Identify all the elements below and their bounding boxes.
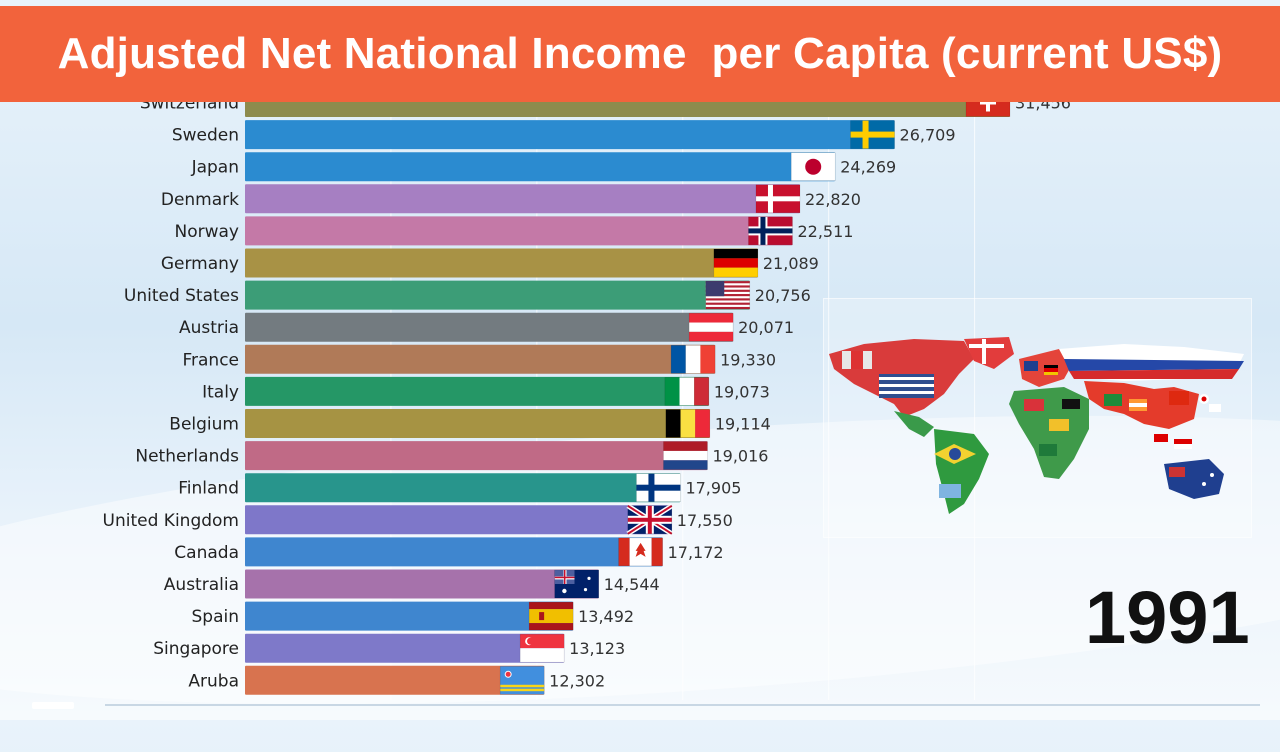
de-flag-icon	[713, 248, 759, 278]
value-label: 14,544	[604, 575, 660, 594]
bar	[245, 248, 758, 278]
no-flag-icon	[748, 216, 793, 246]
bar-row: Belgium 19,114	[169, 409, 771, 438]
value-label: 19,073	[714, 382, 770, 401]
category-label: Singapore	[153, 639, 239, 659]
value-label: 20,071	[738, 318, 794, 337]
value-label: 12,302	[549, 671, 605, 690]
bar-row: Aruba 12,302	[188, 665, 605, 695]
value-label: 20,756	[755, 286, 811, 305]
category-label: Austria	[179, 318, 239, 338]
bar	[245, 473, 681, 503]
value-label: 24,269	[840, 158, 896, 177]
chart-title: Adjusted Net National Income per Capita …	[57, 29, 1223, 78]
bar-row: Japan 24,269	[191, 152, 896, 182]
bar-row: Norway 22,511	[175, 216, 853, 246]
value-label: 13,492	[578, 607, 634, 626]
category-label: Canada	[174, 543, 239, 563]
value-label: 17,905	[685, 479, 741, 498]
bar	[245, 152, 836, 182]
value-label: 19,330	[720, 350, 776, 369]
category-label: Belgium	[169, 415, 239, 435]
sg-flag-icon	[519, 633, 565, 663]
category-label: Finland	[178, 479, 239, 499]
value-label: 22,511	[797, 222, 853, 241]
es-flag-icon	[528, 601, 574, 631]
timeline-axis	[0, 702, 1280, 720]
au-flag-icon	[554, 569, 600, 599]
it-flag-icon	[664, 377, 710, 406]
value-label: 19,114	[715, 415, 771, 434]
be-flag-icon	[665, 409, 711, 438]
bar-row: Germany 21,089	[161, 248, 819, 278]
world-flag-map-icon	[829, 337, 1244, 514]
category-label: Norway	[175, 222, 240, 242]
bar-row: Austria 20,071	[179, 312, 794, 342]
bar	[245, 633, 565, 663]
value-label: 13,123	[569, 639, 625, 658]
se-flag-icon	[850, 120, 895, 149]
at-flag-icon	[688, 312, 734, 342]
bar	[245, 120, 895, 150]
bar-row: Netherlands 19,016	[135, 441, 768, 471]
timeline-track[interactable]	[105, 704, 1260, 706]
category-label: United Kingdom	[103, 511, 239, 531]
category-label: Denmark	[161, 190, 239, 210]
bar	[245, 216, 793, 246]
bar-row: Australia 14,544	[164, 569, 660, 599]
category-label: France	[182, 350, 239, 370]
world-map-panel	[823, 298, 1252, 538]
bar-row: United States 20,756	[124, 280, 811, 310]
category-label: United States	[124, 286, 239, 306]
bar-row: Italy 19,073	[202, 376, 770, 406]
category-label: Australia	[164, 575, 239, 595]
value-label: 21,089	[763, 254, 819, 273]
timeline-knob[interactable]	[32, 702, 74, 709]
gb-flag-icon	[626, 503, 674, 536]
category-label: Germany	[161, 254, 239, 274]
category-label: Italy	[202, 382, 239, 402]
fi-flag-icon	[636, 473, 681, 503]
bar	[245, 280, 750, 310]
bar	[245, 505, 672, 535]
bar	[245, 601, 574, 631]
year-label: 1991	[1085, 576, 1250, 659]
bar	[245, 569, 599, 599]
value-label: 19,016	[712, 447, 768, 466]
value-label: 17,550	[677, 511, 733, 530]
bar	[245, 409, 710, 438]
bar-row: Singapore 13,123	[153, 633, 625, 663]
value-label: 26,709	[900, 126, 956, 145]
bar	[245, 376, 709, 406]
bar-row: Spain 13,492	[192, 601, 634, 631]
value-label: 17,172	[668, 543, 724, 562]
aw-flag-icon	[499, 665, 545, 695]
bar-row: United Kingdom 17,550	[103, 503, 733, 536]
bar-row: Finland 17,905	[178, 473, 741, 503]
category-label: Japan	[191, 158, 239, 178]
bar-row: Canada 17,172	[174, 537, 724, 567]
bar-row: France 19,330	[182, 344, 776, 374]
bar	[245, 537, 663, 567]
bar	[245, 312, 734, 342]
title-banner: Adjusted Net National Income per Capita …	[0, 6, 1280, 102]
category-label: Aruba	[188, 671, 239, 691]
fr-flag-icon	[670, 344, 716, 374]
value-label: 22,820	[805, 190, 861, 209]
bar	[245, 441, 708, 471]
dk-flag-icon	[755, 184, 801, 214]
bar-row: Denmark 22,820	[161, 184, 861, 214]
us-flag-icon	[705, 280, 751, 310]
category-label: Netherlands	[135, 447, 239, 467]
bar	[245, 665, 545, 695]
category-label: Spain	[192, 607, 240, 627]
jp-flag-icon	[790, 152, 836, 181]
ca-flag-icon	[618, 537, 663, 567]
category-label: Sweden	[172, 126, 239, 146]
bar	[245, 344, 716, 374]
bar-row: Sweden 26,709	[172, 120, 956, 150]
bar	[245, 184, 800, 214]
nl-flag-icon	[663, 441, 708, 470]
